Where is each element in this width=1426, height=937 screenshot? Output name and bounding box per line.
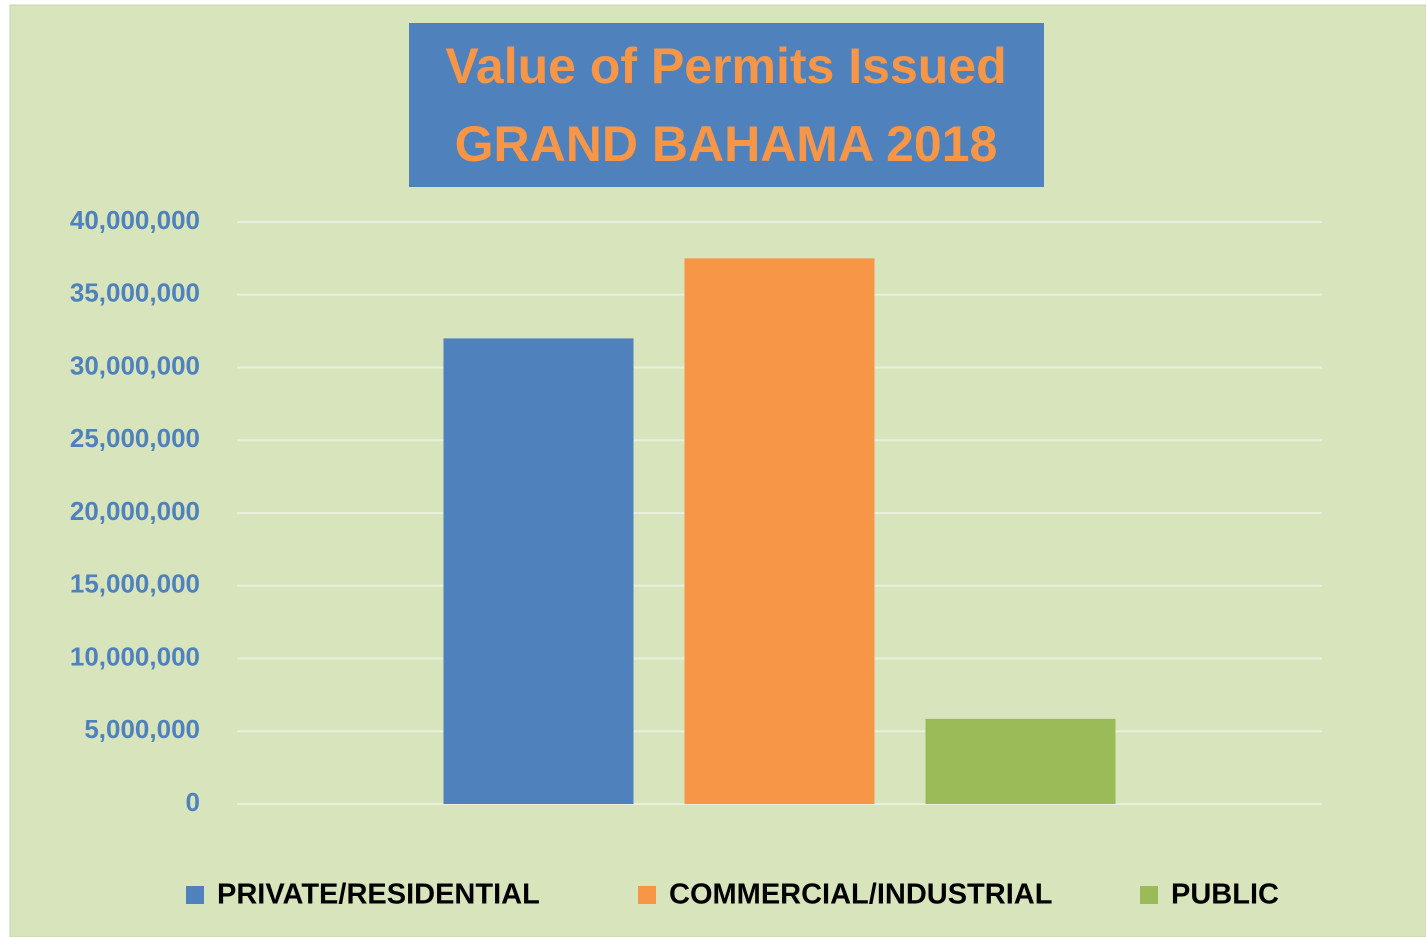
chart-title: Value of Permits Issued bbox=[445, 38, 1006, 94]
legend-label: PRIVATE/RESIDENTIAL bbox=[217, 879, 540, 911]
legend-swatch bbox=[1140, 886, 1158, 904]
legend-swatch bbox=[638, 886, 656, 904]
y-tick-label: 10,000,000 bbox=[70, 641, 200, 671]
y-tick-label: 5,000,000 bbox=[84, 714, 200, 744]
bar bbox=[684, 258, 875, 804]
bar bbox=[925, 718, 1116, 804]
chart-title: GRAND BAHAMA 2018 bbox=[455, 116, 998, 172]
y-tick-label: 40,000,000 bbox=[70, 205, 200, 235]
y-tick-label: 0 bbox=[186, 787, 200, 817]
y-tick-label: 25,000,000 bbox=[70, 423, 200, 453]
title-box bbox=[409, 23, 1044, 187]
legend-label: COMMERCIAL/INDUSTRIAL bbox=[669, 879, 1052, 911]
legend-label: PUBLIC bbox=[1171, 879, 1279, 911]
legend-swatch bbox=[186, 886, 204, 904]
y-tick-label: 30,000,000 bbox=[70, 350, 200, 380]
y-tick-label: 35,000,000 bbox=[70, 278, 200, 308]
bar bbox=[443, 338, 634, 804]
y-tick-label: 15,000,000 bbox=[70, 569, 200, 599]
y-tick-label: 20,000,000 bbox=[70, 496, 200, 526]
